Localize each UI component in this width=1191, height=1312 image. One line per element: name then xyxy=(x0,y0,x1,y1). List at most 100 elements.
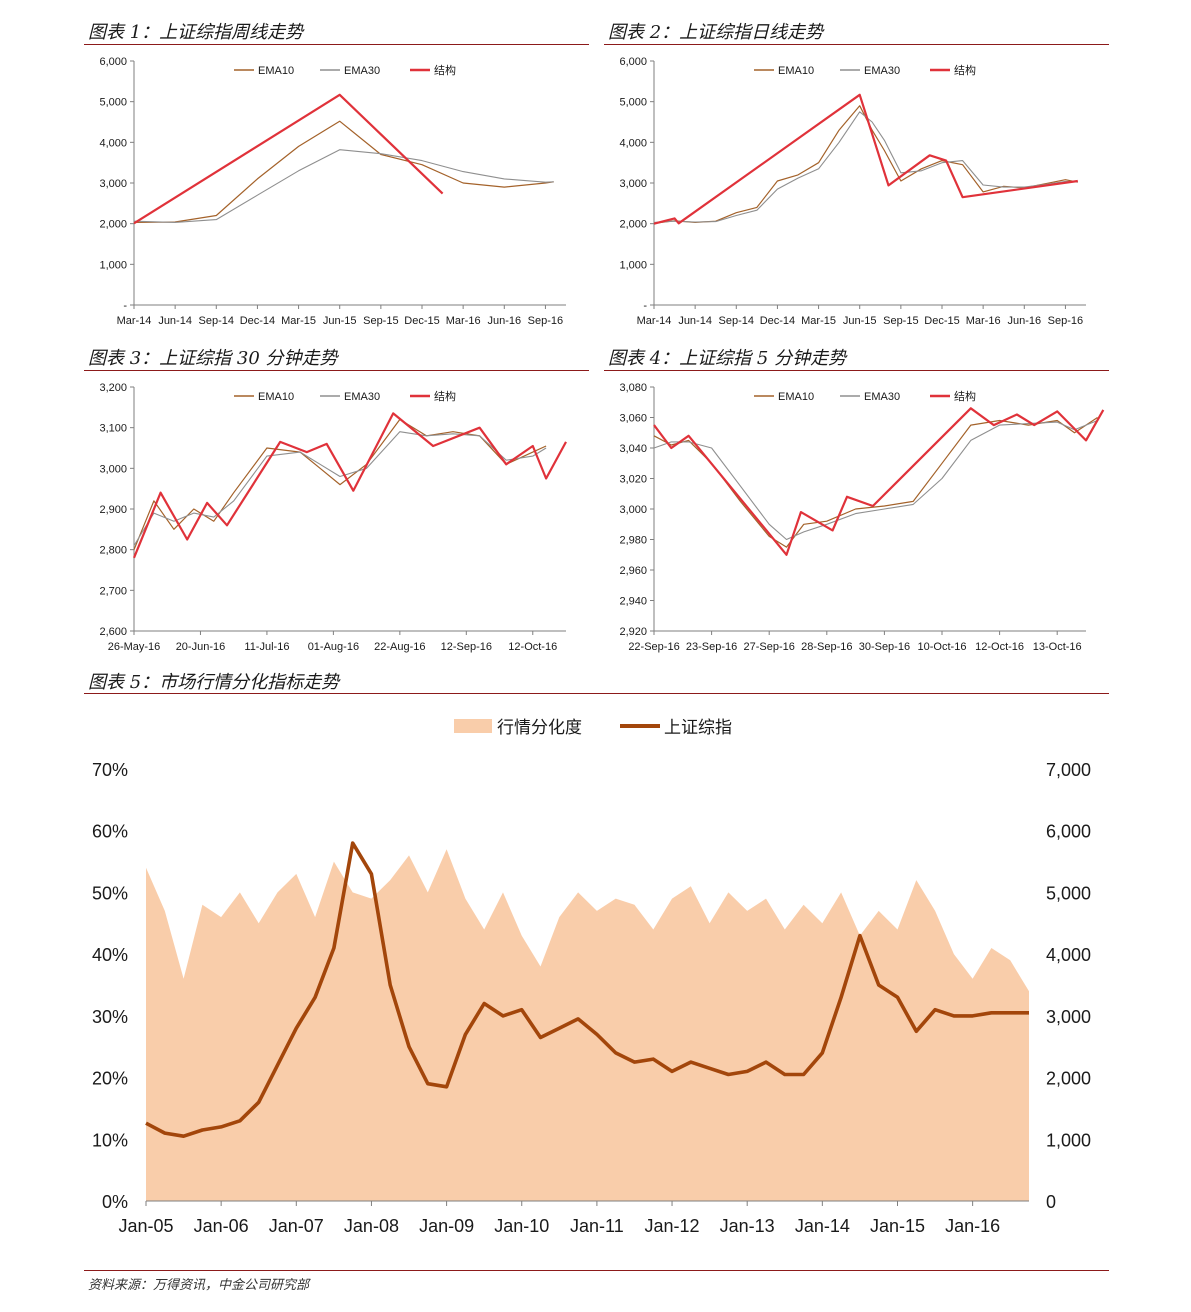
y-tick-label: 3,000 xyxy=(99,463,127,475)
x-tick-label: 11-Jul-16 xyxy=(244,641,289,653)
y-tick-label: 2,900 xyxy=(99,504,127,516)
thirty-minute-chart: 2,600 2,700 2,800 2,900 3,000 3,100 3,200 26-Ma… xyxy=(99,382,567,653)
y-tick-label: 2,980 xyxy=(619,535,647,547)
x-tick-label: Jun-14 xyxy=(158,315,192,327)
divergence-chart: Jan-05 Jan-06 Jan-07 Jan-08 Jan-09 Jan-10 Jan-… xyxy=(92,718,1091,1236)
y-tick-label: 3,100 xyxy=(99,423,127,435)
legend-label: EMA10 xyxy=(258,391,294,403)
y-tick-label: 3,080 xyxy=(619,382,647,394)
x-tick-label: 22-Aug-16 xyxy=(374,641,425,653)
left-y-tick-label: 10% xyxy=(92,1130,128,1150)
x-tick-label: Mar-15 xyxy=(281,315,316,327)
x-tick-label: 01-Aug-16 xyxy=(308,641,359,653)
x-tick-label: Jan-16 xyxy=(945,1216,1000,1236)
y-tick-label: 2,940 xyxy=(619,596,647,608)
x-tick-label: Jan-05 xyxy=(118,1216,173,1236)
series-line-ema10 xyxy=(653,417,1098,548)
y-tick-label: 3,000 xyxy=(619,504,647,516)
x-tick-label: 28-Sep-16 xyxy=(801,641,852,653)
x-tick-label: Mar-14 xyxy=(117,315,152,327)
left-y-tick-label: 0% xyxy=(102,1192,128,1212)
legend-label: 结构 xyxy=(434,389,456,403)
figure-4-rule xyxy=(604,370,1109,371)
series-line-ema30 xyxy=(653,419,1098,541)
series-line-structure xyxy=(653,407,1105,556)
y-tick-label: 2,000 xyxy=(619,219,647,231)
x-tick-label: Sep-14 xyxy=(719,315,754,327)
y-tick-label: 2,920 xyxy=(619,626,647,638)
y-tick-label: 2,800 xyxy=(99,545,127,557)
x-tick-label: Jan-15 xyxy=(870,1216,925,1236)
x-tick-label: Jan-13 xyxy=(720,1216,775,1236)
right-y-tick-label: 5,000 xyxy=(1046,883,1091,903)
x-tick-label: Jun-16 xyxy=(1007,315,1041,327)
series-line-ema30 xyxy=(133,431,547,546)
y-tick-label: 6,000 xyxy=(99,56,127,68)
right-y-tick-label: 4,000 xyxy=(1046,945,1091,965)
legend-label: EMA10 xyxy=(258,65,294,77)
x-tick-label: 26-May-16 xyxy=(108,641,161,653)
left-y-tick-label: 50% xyxy=(92,883,128,903)
y-tick-label: 3,000 xyxy=(99,178,127,190)
left-y-tick-label: 70% xyxy=(92,760,128,780)
x-tick-label: Sep-16 xyxy=(528,315,563,327)
series-line-ema10 xyxy=(133,120,554,223)
x-tick-label: Mar-16 xyxy=(966,315,1001,327)
x-tick-label: Mar-15 xyxy=(801,315,836,327)
figure-1-rule xyxy=(84,44,589,45)
x-tick-label: Jun-16 xyxy=(487,315,521,327)
y-tick-label: 2,960 xyxy=(619,565,647,577)
x-tick-label: 23-Sep-16 xyxy=(686,641,737,653)
x-tick-label: Sep-14 xyxy=(199,315,234,327)
right-y-tick-label: 7,000 xyxy=(1046,760,1091,780)
y-tick-label: 1,000 xyxy=(99,259,127,271)
x-tick-label: Mar-16 xyxy=(446,315,481,327)
y-tick-label: 5,000 xyxy=(99,97,127,109)
y-tick-label: - xyxy=(643,300,647,312)
x-tick-label: Jun-15 xyxy=(843,315,877,327)
figure-5-title: 图表 5：市场行情分化指标走势 xyxy=(88,672,340,693)
legend-label: EMA30 xyxy=(864,65,900,77)
x-tick-label: Sep-15 xyxy=(363,315,398,327)
y-tick-label: 2,600 xyxy=(99,626,127,638)
y-tick-label: 3,020 xyxy=(619,474,647,486)
figure-3-title: 图表 3：上证综指 30 分钟走势 xyxy=(88,348,338,369)
y-tick-label: 5,000 xyxy=(619,97,647,109)
right-y-tick-label: 0 xyxy=(1046,1192,1056,1212)
y-tick-label: 3,040 xyxy=(619,443,647,455)
x-tick-label: Jan-07 xyxy=(269,1216,324,1236)
x-tick-label: Jan-12 xyxy=(645,1216,700,1236)
right-y-tick-label: 1,000 xyxy=(1046,1130,1091,1150)
left-y-tick-label: 30% xyxy=(92,1007,128,1027)
y-tick-label: 3,060 xyxy=(619,413,647,425)
x-tick-label: Jan-06 xyxy=(194,1216,249,1236)
x-tick-label: 12-Oct-16 xyxy=(508,641,557,653)
y-tick-label: 2,000 xyxy=(99,219,127,231)
source-note: 资料来源：万得资讯，中金公司研究部 xyxy=(88,1278,310,1293)
weekly-chart: - 1,000 2,000 3,000 4,000 5,000 6,000 Mar-14 Jun… xyxy=(99,56,566,327)
x-tick-label: Jan-08 xyxy=(344,1216,399,1236)
daily-chart: - 1,000 2,000 3,000 4,000 5,000 6,000 Mar-14 Jun… xyxy=(619,56,1086,327)
legend-label: 结构 xyxy=(954,389,976,403)
five-minute-chart: 2,920 2,940 2,960 2,980 3,000 3,020 3,040 3,060… xyxy=(619,382,1105,653)
x-tick-label: Sep-15 xyxy=(883,315,918,327)
x-tick-label: 22-Sep-16 xyxy=(628,641,679,653)
x-tick-label: 13-Oct-16 xyxy=(1033,641,1082,653)
right-y-tick-label: 6,000 xyxy=(1046,822,1091,842)
y-tick-label: 3,200 xyxy=(99,382,127,394)
x-tick-label: Jun-14 xyxy=(678,315,712,327)
x-tick-label: Dec-15 xyxy=(404,315,439,327)
x-tick-label: Sep-16 xyxy=(1048,315,1083,327)
x-tick-label: Jan-09 xyxy=(419,1216,474,1236)
legend-label: 行情分化度 xyxy=(497,718,582,737)
legend-swatch xyxy=(454,719,492,733)
legend-label: 上证综指 xyxy=(664,718,732,737)
left-y-tick-label: 20% xyxy=(92,1069,128,1089)
series-line-ema10 xyxy=(133,418,547,550)
right-y-tick-label: 2,000 xyxy=(1046,1069,1091,1089)
legend-label: EMA10 xyxy=(778,65,814,77)
series-line-ema30 xyxy=(653,111,1078,223)
right-y-tick-label: 3,000 xyxy=(1046,1007,1091,1027)
figure-2-rule xyxy=(604,44,1109,45)
x-tick-label: 30-Sep-16 xyxy=(859,641,910,653)
